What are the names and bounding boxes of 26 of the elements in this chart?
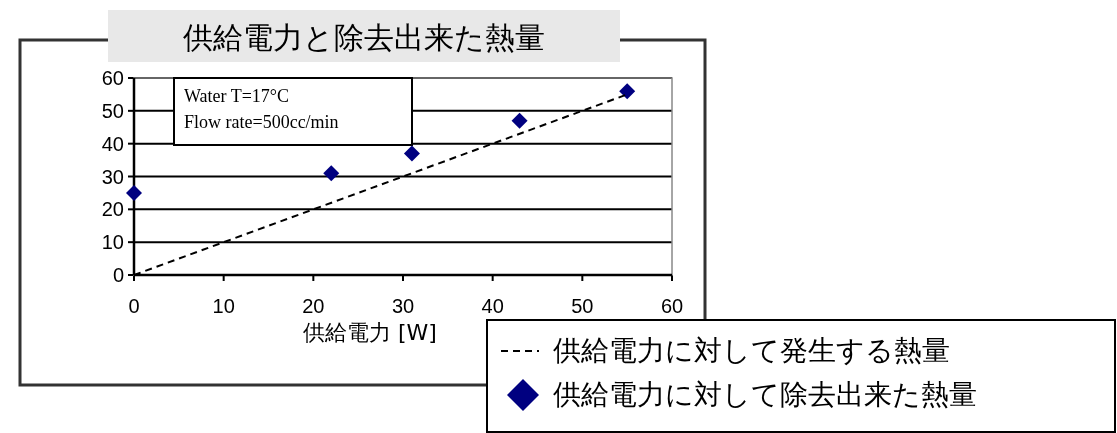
legend-label: 供給電力に対して除去出来た熱量 <box>553 378 977 411</box>
y-tick-label: 30 <box>101 165 124 188</box>
chart-title: 供給電力と除去出来た熱量 <box>183 20 545 55</box>
note-box: Water T=17°C Flow rate=500cc/min <box>173 77 413 146</box>
y-tick-label: 20 <box>101 198 124 221</box>
x-tick-label: 30 <box>391 295 415 317</box>
point <box>619 83 636 100</box>
x-tick-label: 0 <box>128 295 140 317</box>
y-tick-label: 0 <box>112 264 124 286</box>
annotation: Flow rate=500cc/min <box>184 112 339 132</box>
y-tick-label: 40 <box>101 132 124 155</box>
y-tick-label: 60 <box>101 67 124 89</box>
y-tick-label: 50 <box>101 99 124 122</box>
point <box>126 184 142 201</box>
y-tick-label: 10 <box>101 231 124 254</box>
point <box>403 145 420 162</box>
x-tick-label: 60 <box>660 295 684 317</box>
point <box>511 112 528 129</box>
x-axis-title: 供給電力 [W] <box>303 320 437 345</box>
point <box>323 165 340 182</box>
annotation: Water T=17°C <box>184 86 290 106</box>
x-tick-label: 40 <box>481 295 504 317</box>
x-tick-label: 20 <box>302 295 325 317</box>
x-tick-label: 50 <box>571 295 594 317</box>
x-tick-label: 10 <box>212 295 235 317</box>
legend-label: 供給電力に対して発生する熱量 <box>553 334 950 367</box>
